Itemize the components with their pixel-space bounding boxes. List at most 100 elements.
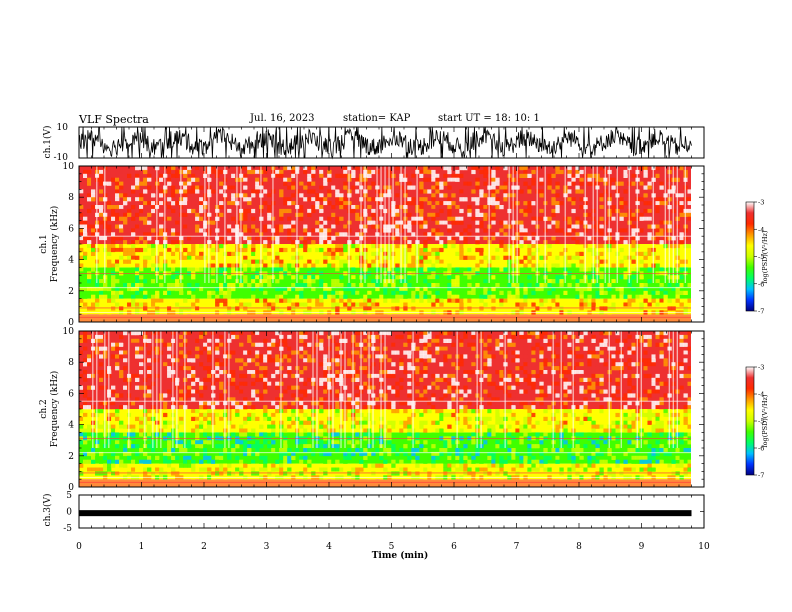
psd-cell — [315, 197, 320, 202]
psd-cell — [355, 331, 360, 336]
psd-cell — [279, 208, 284, 214]
psd-cell — [579, 298, 584, 303]
psd-cell — [611, 306, 616, 311]
psd-cell — [643, 251, 648, 256]
psd-cell — [183, 197, 188, 202]
psd-cell — [87, 244, 92, 249]
psd-cell — [163, 401, 168, 406]
psd-cell — [451, 275, 456, 280]
psd-cell — [115, 197, 120, 202]
psd-cell — [183, 173, 188, 178]
psd-cell — [411, 216, 416, 221]
psd-cell — [643, 283, 648, 288]
psd-cell — [139, 283, 144, 288]
psd-cell — [167, 385, 172, 390]
psd-cell — [243, 463, 248, 468]
psd-cell — [555, 185, 560, 190]
sferic-streak — [164, 166, 166, 283]
psd-cell — [215, 471, 220, 476]
psd-cell — [315, 298, 320, 303]
psd-cell — [671, 286, 676, 292]
psd-cell — [119, 228, 124, 233]
psd-cell — [255, 471, 260, 476]
psd-cell — [183, 228, 188, 233]
psd-cell — [291, 255, 296, 260]
psd-cell — [395, 244, 400, 249]
psd-cell — [371, 275, 376, 280]
psd-cell — [131, 338, 136, 343]
psd-cell — [259, 455, 264, 460]
psd-cell — [231, 373, 236, 379]
psd-cell — [363, 350, 368, 355]
psd-cell — [319, 232, 324, 237]
psd-cell — [323, 240, 328, 245]
sferic-streak — [152, 331, 154, 448]
psd-cell — [555, 302, 560, 307]
psd-cell — [335, 342, 340, 347]
psd-cell — [263, 244, 268, 249]
psd-cell — [687, 232, 691, 237]
psd-cell — [131, 362, 136, 367]
psd-cell — [307, 220, 312, 225]
psd-cell — [171, 286, 176, 292]
psd-cell — [591, 298, 596, 303]
psd-cell — [371, 240, 376, 245]
psd-cell — [191, 416, 196, 421]
psd-cell — [91, 294, 96, 299]
psd-cell — [199, 393, 204, 398]
psd-cell — [255, 298, 260, 303]
psd-cell — [571, 208, 576, 214]
psd-cell — [323, 181, 328, 186]
psd-cell — [599, 197, 604, 202]
psd-cell — [139, 354, 144, 359]
psd-cell — [247, 448, 252, 453]
psd-cell — [171, 166, 176, 171]
psd-cell — [355, 181, 360, 186]
psd-cell — [319, 302, 324, 307]
psd-cell — [579, 205, 584, 210]
sferic-streak — [636, 166, 638, 283]
psd-cell — [195, 173, 200, 178]
psd-cell — [219, 306, 224, 311]
psd-cell — [191, 440, 196, 445]
psd-cell — [259, 389, 264, 394]
psd-cell — [355, 247, 360, 253]
psd-cell — [347, 302, 352, 307]
psd-cell — [587, 224, 592, 229]
psd-cell — [183, 448, 188, 453]
psd-cell — [471, 216, 476, 221]
psd-cell — [355, 440, 360, 445]
psd-cell — [631, 259, 636, 264]
psd-cell — [503, 181, 508, 186]
psd-cell — [411, 290, 416, 295]
psd-cell — [135, 350, 140, 355]
psd-cell — [343, 232, 348, 237]
sferic-streak — [584, 166, 586, 283]
psd-cell — [139, 201, 144, 206]
psd-cell — [303, 440, 308, 445]
sferic-streak — [488, 166, 490, 283]
psd-cell — [647, 224, 652, 229]
psd-cell — [251, 467, 256, 472]
psd-cell — [123, 240, 128, 245]
psd-cell — [119, 373, 124, 379]
psd-cell — [119, 420, 124, 425]
psd-cell — [259, 444, 264, 449]
psd-cell — [523, 212, 528, 217]
psd-cell — [299, 401, 304, 406]
psd-cell — [567, 306, 572, 311]
psd-cell — [455, 298, 460, 303]
psd-cell — [555, 298, 560, 303]
psd-cell — [435, 255, 440, 260]
psd-cell — [323, 236, 328, 241]
psd-cell — [139, 334, 144, 340]
sferic-streak — [144, 331, 146, 448]
psd-cell — [251, 350, 256, 355]
psd-cell — [307, 247, 312, 253]
psd-cell — [211, 286, 216, 292]
psd-cell — [215, 350, 220, 355]
psd-cell — [251, 342, 256, 347]
psd-cell — [343, 294, 348, 299]
psd-cell — [119, 306, 124, 311]
psd-cell — [287, 208, 292, 214]
